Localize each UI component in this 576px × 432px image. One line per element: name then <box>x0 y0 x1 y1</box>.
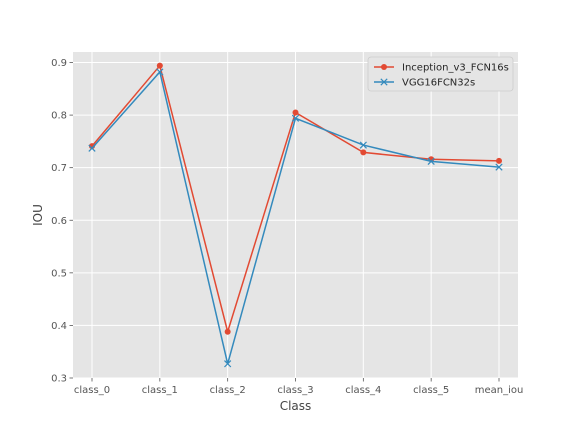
data-point-circle <box>156 62 163 69</box>
data-point-x <box>156 68 164 76</box>
grid <box>73 52 518 379</box>
x-axis-title: Class <box>280 399 312 413</box>
data-point-x <box>495 163 503 171</box>
data-point-x <box>291 114 300 122</box>
y-tick-label: 0.7 <box>51 163 67 174</box>
y-tick-label: 0.4 <box>51 321 67 332</box>
data-point-x <box>359 141 367 149</box>
x-tick-label: class_4 <box>345 385 381 396</box>
y-axis-ticks: 0.3 0.4 0.5 0.6 0.7 0.8 0.9 <box>51 58 73 385</box>
legend-marker-x <box>380 78 388 86</box>
y-axis-title: IOU <box>31 204 45 226</box>
data-point-circle <box>292 109 299 116</box>
y-tick-label: 0.9 <box>51 58 67 69</box>
legend-label-series-0: Inception_v3_FCN16s <box>402 63 509 74</box>
legend: Inception_v3_FCN16s VGG16FCN32s <box>367 56 514 92</box>
y-tick-label: 0.3 <box>51 374 67 385</box>
x-tick-label: class_2 <box>210 385 246 396</box>
x-tick-label: class_0 <box>74 385 110 396</box>
x-axis-ticks: class_0 class_1 class_2 class_3 class_4 class… <box>74 378 523 396</box>
y-tick-label: 0.6 <box>51 216 67 227</box>
data-point-x <box>88 144 96 152</box>
x-tick-label: class_5 <box>413 385 449 396</box>
x-tick-label: class_1 <box>142 385 178 396</box>
x-tick-label: mean_iou <box>475 385 524 396</box>
data-point-circle <box>224 328 231 335</box>
data-point-circle <box>360 149 367 156</box>
data-point-circle <box>496 157 502 164</box>
y-tick-label: 0.8 <box>51 111 67 122</box>
data-point-x <box>427 157 435 165</box>
x-tick-label: class_3 <box>277 385 313 396</box>
data-point-x <box>224 360 232 368</box>
legend-box <box>367 56 514 92</box>
series-layer <box>88 62 503 368</box>
legend-label-series-1: VGG16FCN32s <box>402 78 475 89</box>
legend-marker-circle <box>381 64 387 70</box>
y-tick-label: 0.5 <box>51 268 67 279</box>
